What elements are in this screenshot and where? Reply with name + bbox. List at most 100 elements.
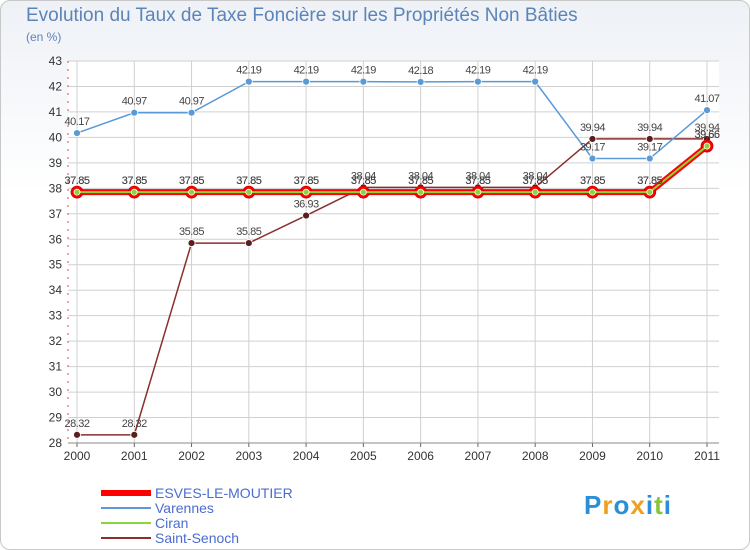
data-point-varennes: [645, 154, 654, 163]
line-chart: 28 29 30 31 32 33 34 35 36 37 38 39 40 41 42 43 2000 2001…: [49, 54, 721, 463]
legend-label: Saint-Senoch: [155, 530, 240, 546]
data-point-ciran: [589, 188, 596, 196]
logo-letter: o: [613, 490, 631, 520]
data-label-ciran: 37.85: [408, 175, 433, 187]
y-tick-label: 33: [49, 309, 63, 323]
y-tick-label: 40: [49, 130, 63, 144]
data-point-varennes: [359, 77, 368, 86]
legend-item-varennes: Varennes: [101, 500, 331, 516]
data-label-saint-senoch: 38.04: [351, 170, 376, 182]
data-label-varennes: 41.07: [694, 93, 719, 105]
data-point-varennes: [703, 106, 711, 115]
x-tick-label: 2001: [121, 449, 148, 463]
data-label-esves-le-moutier: 37.85: [64, 175, 89, 187]
y-tick-label: 39: [49, 156, 63, 170]
legend: ESVES-LE-MOUTIER Varennes Ciran Saint-Se…: [101, 485, 331, 546]
data-point-varennes: [588, 154, 597, 163]
y-tick-label: 31: [49, 360, 63, 374]
data-label-saint-senoch: 38.04: [523, 170, 548, 182]
data-label-saint-senoch: 39.94: [694, 122, 719, 134]
y-tick-label: 28: [49, 436, 63, 450]
data-label-varennes: 42.19: [236, 65, 261, 77]
data-point-ciran: [245, 188, 253, 196]
data-point-ciran: [73, 188, 81, 196]
proxiti-logo: Proxiti: [584, 490, 672, 521]
data-point-varennes: [302, 77, 310, 86]
data-label-esves-le-moutier: 37.85: [236, 175, 261, 187]
data-label-ciran: 37.85: [351, 175, 376, 187]
data-point-ciran: [417, 188, 425, 196]
logo-letter: P: [584, 490, 603, 520]
data-label-ciran: 37.85: [523, 175, 548, 187]
legend-item-esves: ESVES-LE-MOUTIER: [101, 485, 331, 501]
logo-letter: i: [663, 490, 672, 520]
data-point-ciran: [703, 142, 711, 150]
data-label-saint-senoch: 28.32: [122, 418, 147, 430]
legend-swatch: [101, 507, 151, 509]
data-label-ciran: 37.85: [122, 175, 147, 187]
x-tick-label: 2009: [579, 449, 606, 463]
legend-label: ESVES-LE-MOUTIER: [155, 485, 293, 501]
y-tick-label: 37: [49, 207, 63, 221]
data-label-esves-le-moutier: 37.85: [179, 175, 204, 187]
legend-label: Varennes: [155, 500, 214, 516]
x-tick-label: 2002: [178, 449, 205, 463]
data-point-saint-senoch: [187, 239, 196, 247]
plot-area: [68, 61, 719, 443]
data-label-varennes: 40.97: [122, 96, 147, 108]
y-tick-label: 30: [49, 385, 63, 399]
data-label-saint-senoch: 38.04: [465, 170, 490, 182]
data-label-esves-le-moutier: 37.85: [523, 175, 548, 187]
data-label-ciran: 37.85: [580, 175, 605, 187]
series-line-ciran: [77, 145, 708, 194]
x-tick-label: 2006: [407, 449, 434, 463]
x-tick-label: 2007: [465, 449, 492, 463]
chart-title: Evolution du Taux de Taxe Foncière sur l…: [26, 5, 578, 26]
data-point-varennes: [531, 77, 540, 86]
data-label-saint-senoch: 36.93: [294, 199, 319, 211]
data-point-ciran: [130, 188, 138, 196]
y-tick-label: 34: [49, 283, 63, 297]
data-point-ciran: [646, 188, 654, 196]
data-label-varennes: 42.19: [465, 65, 490, 77]
data-label-saint-senoch: 28.32: [64, 418, 89, 430]
logo-letter: t: [654, 490, 664, 520]
data-label-varennes: 39.17: [580, 142, 605, 154]
data-label-saint-senoch: 38.04: [408, 170, 433, 182]
data-point-saint-senoch: [130, 430, 139, 439]
data-label-esves-le-moutier: 37.85: [351, 175, 376, 187]
data-point-saint-senoch: [244, 239, 253, 247]
data-point-ciran: [188, 188, 195, 196]
x-tick-label: 2011: [694, 449, 720, 463]
data-label-esves-le-moutier: 37.85: [408, 175, 433, 187]
data-point-saint-senoch: [302, 211, 310, 220]
data-label-varennes: 42.19: [523, 65, 548, 77]
data-label-varennes: 42.19: [294, 65, 319, 77]
legend-swatch: [101, 537, 151, 539]
legend-swatch: [101, 490, 151, 496]
data-label-saint-senoch: 39.94: [580, 122, 605, 134]
data-point-ciran: [531, 188, 539, 196]
logo-letter: r: [602, 490, 614, 520]
y-tick-label: 38: [49, 181, 63, 195]
data-label-varennes: 40.17: [64, 116, 89, 128]
y-tick-label: 35: [49, 258, 63, 272]
data-point-ciran: [474, 188, 482, 196]
data-label-esves-le-moutier: 37.85: [637, 175, 662, 187]
data-point-varennes: [187, 108, 196, 117]
data-label-esves-le-moutier: 37.85: [294, 175, 319, 187]
x-tick-label: 2010: [636, 449, 663, 463]
data-point-varennes: [416, 77, 425, 86]
data-label-saint-senoch: 35.85: [236, 226, 261, 238]
data-point-varennes: [73, 129, 81, 137]
data-label-ciran: 37.85: [236, 175, 261, 187]
y-tick-label: 43: [49, 54, 63, 68]
y-tick-label: 36: [49, 232, 63, 246]
series-line-varennes: [76, 80, 708, 160]
data-label-esves-le-moutier: 37.85: [122, 175, 147, 187]
y-tick-label: 42: [49, 79, 63, 93]
logo-letter: x: [630, 490, 646, 520]
data-label-ciran: 37.85: [637, 175, 662, 187]
data-label-esves-le-moutier: 37.85: [465, 175, 490, 187]
data-point-varennes: [474, 77, 482, 86]
